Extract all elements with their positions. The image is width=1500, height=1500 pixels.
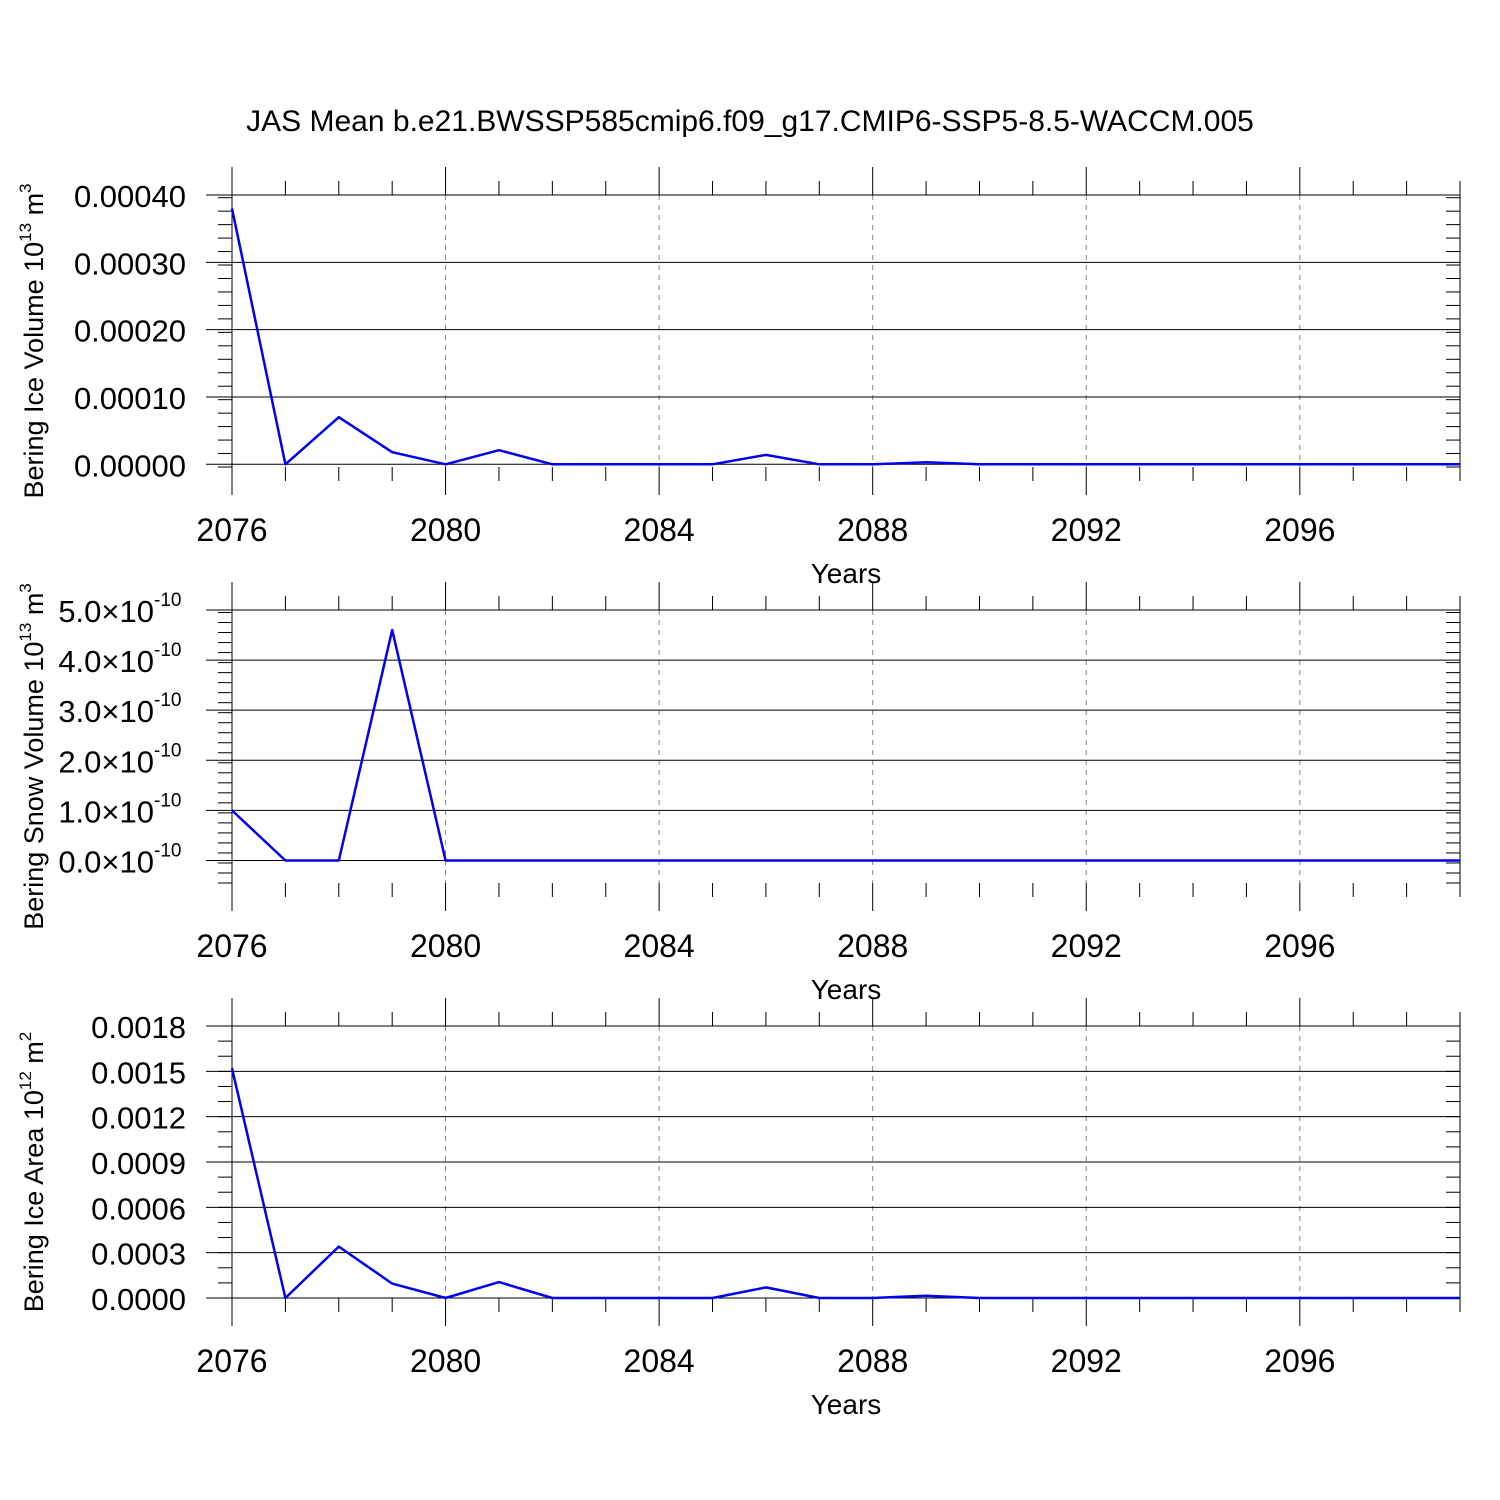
x-axis-label: Years: [811, 1389, 882, 1420]
y-tick-label: 0.00020: [74, 314, 186, 349]
y-tick-label: 0.00000: [74, 448, 186, 483]
series-line: [230, 208, 1460, 466]
x-tick-label: 2092: [1051, 928, 1122, 964]
y-tick-label: 5.0×10: [58, 594, 154, 629]
x-tick-label: 2084: [624, 928, 695, 964]
chart-panel-1: 0.00000 0.00010 0.00020 0.00030 0.00040 2076 2…: [16, 167, 1461, 589]
chart-panel-2: 0.0×10 -101.0×10 -102.0×10 -103.0×10 -104.0×…: [16, 582, 1461, 1005]
y-tick-label: 0.0009: [91, 1146, 186, 1181]
x-axis-label: Years: [811, 558, 882, 589]
x-tick-label: 2096: [1264, 512, 1335, 548]
y-tick-label: 0.0003: [91, 1237, 186, 1272]
series-line: [230, 1068, 1460, 1300]
chart-title: JAS Mean b.e21.BWSSP585cmip6.f09_g17.CMI…: [246, 105, 1254, 138]
x-tick-label: 2076: [196, 512, 267, 548]
x-tick-label: 2096: [1264, 928, 1335, 964]
x-tick-label: 2096: [1264, 1343, 1335, 1379]
x-tick-label: 2080: [410, 512, 481, 548]
y-tick-label: 2.0×10: [58, 744, 154, 779]
y-tick-exponent: -10: [154, 790, 181, 811]
x-tick-label: 2076: [196, 1343, 267, 1379]
y-tick-label: 0.00040: [74, 179, 186, 214]
y-tick-exponent: -10: [154, 740, 181, 761]
x-axis-label: Years: [811, 974, 882, 1005]
y-tick-label: 0.0006: [91, 1191, 186, 1226]
y-tick-label: 0.0015: [91, 1055, 186, 1090]
x-tick-label: 2092: [1051, 512, 1122, 548]
chart-panel-3: 0.0000 0.0003 0.0006 0.0009 0.0012 0.0015 0.00…: [16, 998, 1461, 1420]
y-axis-label: Bering Ice Volume 1013 m3: [16, 183, 49, 498]
y-tick-label: 1.0×10: [58, 794, 154, 829]
x-tick-label: 2084: [624, 1343, 695, 1379]
series-line: [231, 628, 1460, 862]
y-tick-exponent: -10: [154, 690, 181, 711]
y-tick-label: 0.00030: [74, 246, 186, 281]
x-tick-label: 2088: [837, 928, 908, 964]
x-tick-label: 2084: [624, 512, 695, 548]
y-tick-exponent: -10: [154, 640, 181, 661]
x-tick-label: 2080: [410, 1343, 481, 1379]
x-tick-label: 2076: [196, 928, 267, 964]
y-axis-label: Bering Snow Volume 1013 m3: [16, 583, 49, 930]
y-tick-label: 0.0018: [91, 1010, 186, 1045]
x-tick-label: 2088: [837, 512, 908, 548]
y-tick-exponent: -10: [154, 590, 181, 611]
y-axis-label: Bering Ice Area 1012 m2: [16, 1032, 49, 1313]
y-tick-label: 0.0012: [91, 1101, 186, 1136]
x-tick-label: 2080: [410, 928, 481, 964]
y-tick-label: 0.00010: [74, 381, 186, 416]
x-tick-label: 2088: [837, 1343, 908, 1379]
y-tick-exponent: -10: [154, 840, 181, 861]
y-tick-label: 3.0×10: [58, 694, 154, 729]
y-tick-label: 0.0000: [91, 1282, 186, 1317]
y-tick-label: 0.0×10: [58, 844, 154, 879]
x-tick-label: 2092: [1051, 1343, 1122, 1379]
y-tick-label: 4.0×10: [58, 644, 154, 679]
